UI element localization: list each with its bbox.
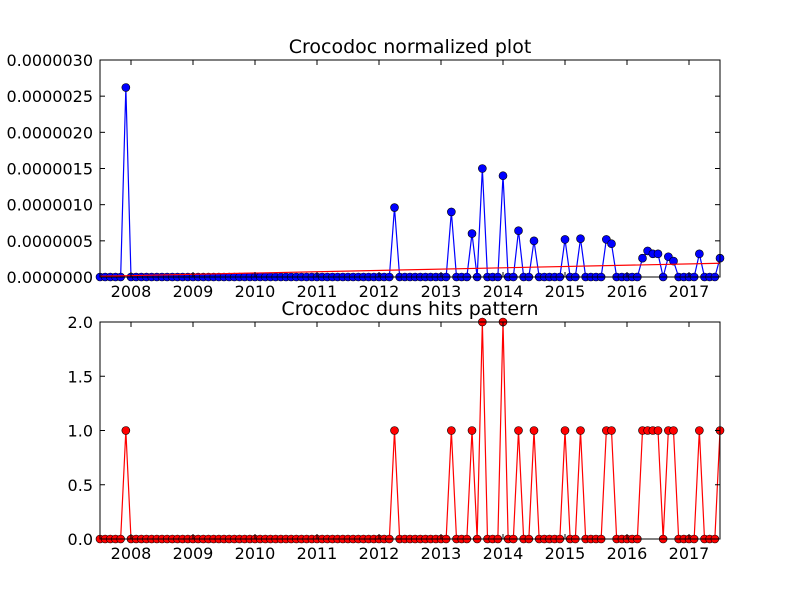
duns-hits-x-tick-label: 2011 — [297, 544, 338, 563]
normalized-data-point — [669, 256, 678, 266]
normalized-x-tick-label: 2009 — [173, 282, 214, 301]
duns-hits-x-tick-label: 2015 — [545, 544, 586, 563]
normalized-data-point — [447, 207, 456, 217]
duns-hits-y-tick-label: 0.0 — [68, 530, 93, 549]
normalized-x-tick-label: 2015 — [545, 282, 586, 301]
duns-hits-x-tick-label: 2017 — [669, 544, 710, 563]
normalized-plot-title: Crocodoc normalized plot — [289, 36, 532, 58]
duns-hits-plot-title: Crocodoc duns hits pattern — [281, 298, 538, 320]
normalized-data-point — [638, 253, 647, 263]
normalized-data-point — [514, 226, 523, 236]
normalized-y-tick-label: 0.0000025 — [6, 87, 93, 106]
normalized-data-point — [529, 236, 539, 246]
duns-hits-y-tick-label: 1.0 — [68, 422, 93, 441]
normalized-plot-axes: 2008 2009 2010 2011 2012 2013 2014 2015 2016 2017… — [6, 51, 720, 301]
normalized-y-tick-label: 0.0000020 — [6, 123, 93, 142]
normalized-x-tick-label: 2008 — [111, 282, 152, 301]
duns-hits-data-point — [467, 426, 477, 435]
normalized-data-point — [576, 234, 585, 243]
normalized-x-tick-label: 2016 — [607, 282, 648, 301]
duns-hits-plot-axes: 2008 2009 2010 2011 2012 2013 2014 2015 2016 2017… — [68, 313, 720, 563]
duns-hits-data-point — [695, 426, 704, 435]
duns-hits-data-point — [514, 426, 523, 435]
normalized-data-point — [478, 164, 487, 173]
normalized-y-tick-label: 0.0000015 — [6, 160, 93, 179]
normalized-data-point — [390, 203, 399, 212]
duns-hits-data-point — [669, 426, 678, 435]
normalized-data-point — [560, 235, 570, 244]
normalized-data-point — [653, 249, 663, 259]
normalized-x-tick-label: 2014 — [483, 282, 524, 301]
duns-hits-data-point — [529, 426, 539, 435]
duns-hits-x-tick-label: 2012 — [359, 544, 400, 563]
normalized-x-tick-label: 2011 — [297, 282, 338, 301]
duns-hits-data-point — [390, 426, 399, 435]
duns-hits-data-point — [576, 426, 585, 435]
normalized-y-tick-label: 0.0000010 — [6, 196, 93, 215]
normalized-data-point — [695, 249, 704, 259]
duns-hits-y-tick-label: 1.5 — [68, 367, 93, 386]
duns-hits-y-tick-label: 2.0 — [68, 313, 93, 332]
duns-hits-data-point — [121, 426, 131, 435]
normalized-x-tick-label: 2012 — [359, 282, 400, 301]
normalized-data-point — [467, 229, 477, 238]
duns-hits-data-point — [607, 426, 616, 435]
duns-hits-x-tick-label: 2014 — [483, 544, 524, 563]
duns-hits-data-point — [653, 426, 663, 435]
normalized-data-point — [121, 83, 131, 92]
normalized-data-point — [607, 239, 616, 249]
duns-hits-data-point — [447, 426, 456, 435]
normalized-x-tick-label: 2010 — [235, 282, 276, 301]
normalized-y-tick-label: 0.0000030 — [6, 51, 93, 70]
duns-hits-data-point — [560, 426, 570, 435]
normalized-plot: Crocodoc normalized plot 2008 2009 2010 201… — [6, 36, 725, 301]
duns-hits-x-tick-label: 2008 — [111, 544, 152, 563]
duns-hits-y-tick-label: 0.5 — [68, 476, 93, 495]
normalized-x-tick-label: 2013 — [421, 282, 462, 301]
duns-hits-plot: 2008 2009 2010 2011 2012 2013 2014 2015 2016 2017… — [68, 298, 725, 563]
normalized-trend-line — [99, 262, 721, 277]
duns-hits-x-tick-label: 2013 — [421, 544, 462, 563]
normalized-data-point — [498, 171, 508, 181]
duns-hits-x-tick-label: 2016 — [607, 544, 648, 563]
normalized-x-tick-label: 2017 — [669, 282, 710, 301]
duns-hits-x-tick-label: 2009 — [173, 544, 214, 563]
normalized-y-tick-label: 0.0000000 — [6, 268, 93, 287]
duns-hits-x-tick-label: 2010 — [235, 544, 276, 563]
normalized-y-tick-label: 0.0000005 — [6, 232, 93, 251]
